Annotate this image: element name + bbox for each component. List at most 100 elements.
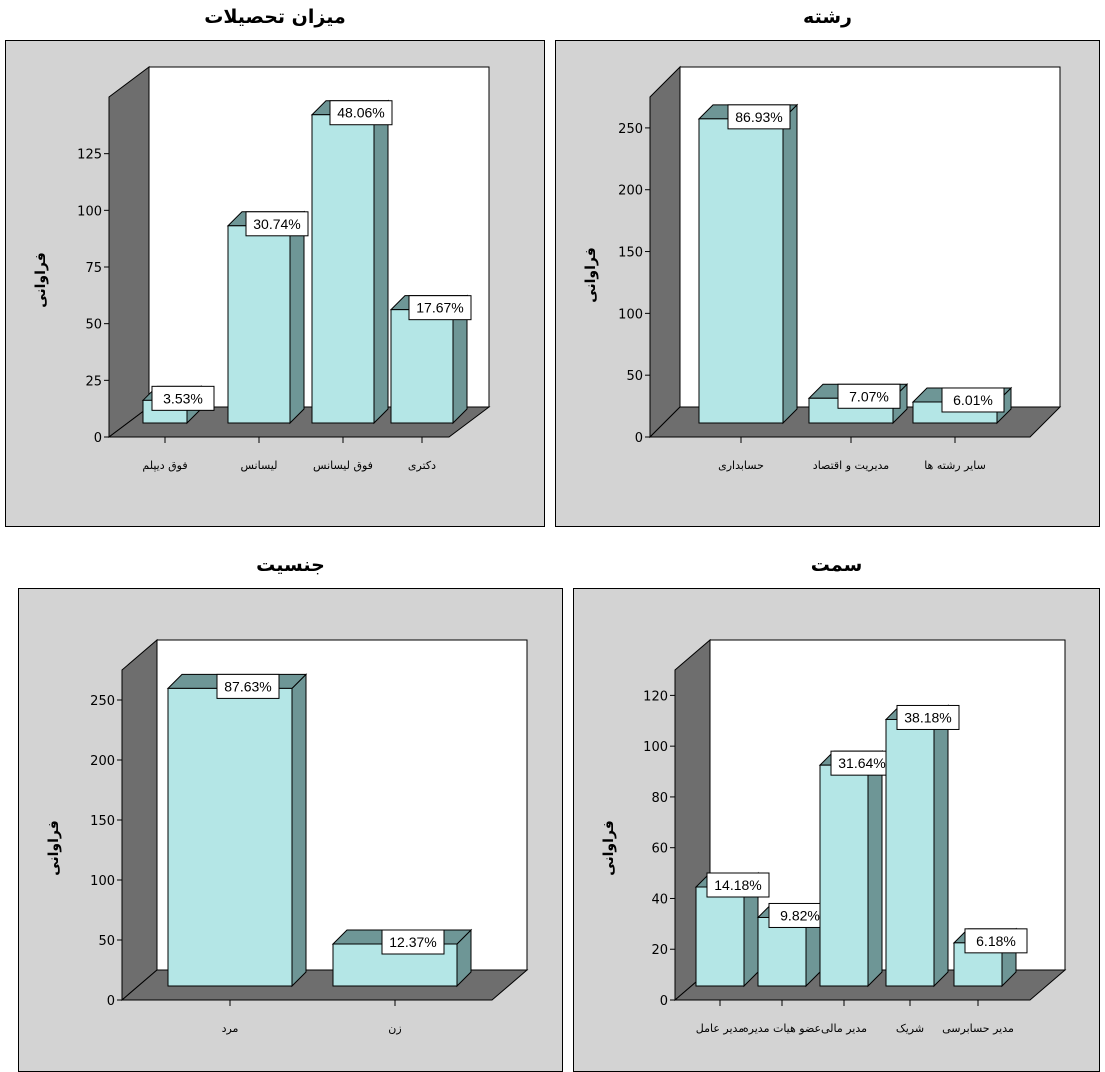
y-tick-label: 120 <box>643 689 668 704</box>
y-tick-label: 50 <box>85 318 102 333</box>
bar <box>167 687 293 987</box>
chart-title: رشته <box>803 6 852 28</box>
x-tick-label: سایر رشته ها <box>924 459 986 472</box>
y-tick-label: 100 <box>77 204 102 219</box>
data-label: 38.18% <box>904 709 951 725</box>
chart-plot: 0 20 40 60 80 100 120 فراوانی 14.18% مدیر عامل 9.8… <box>601 638 1067 1035</box>
y-tick-label: 20 <box>651 943 668 958</box>
data-label: 6.18% <box>976 933 1016 949</box>
y-tick-label: 100 <box>618 307 643 322</box>
bar-side <box>782 103 798 425</box>
y-tick-label: 0 <box>660 994 668 1009</box>
chart-panel-position: سمت 0 20 40 60 80 100 120 فراوانی 14.18% مدیر عام… <box>573 548 1100 1072</box>
bar <box>819 764 869 987</box>
chart-panel-gender: جنسیت 0 50 100 150 200 250 فراوانی 87.63% مرد 12.… <box>18 548 563 1072</box>
bar <box>698 118 784 424</box>
bar-side <box>373 99 389 425</box>
y-tick-label: 60 <box>651 842 668 857</box>
x-tick-label: شریک <box>896 1022 924 1035</box>
y-tick-label: 0 <box>107 994 115 1009</box>
x-tick-label: حسابداری <box>718 459 764 472</box>
y-tick-label: 80 <box>651 791 668 806</box>
data-label-box <box>381 929 445 955</box>
y-tick-label: 250 <box>618 122 643 137</box>
bar <box>695 886 745 987</box>
data-label: 6.01% <box>953 392 993 408</box>
y-tick-label: 250 <box>90 694 115 709</box>
left-wall <box>108 66 150 438</box>
chart-plot: 0 50 100 150 200 250 فراوانی 87.63% مرد 12.37% زن <box>46 638 529 1035</box>
bar-side <box>291 673 307 988</box>
data-label-box <box>941 387 1005 413</box>
y-tick-label: 0 <box>635 431 643 446</box>
data-label: 3.53% <box>163 390 203 406</box>
x-tick-label: مدیر حسابرسی <box>942 1022 1014 1035</box>
x-tick-label: فوق دیپلم <box>142 459 187 472</box>
data-label: 17.67% <box>416 300 463 316</box>
y-tick-label: 100 <box>643 740 668 755</box>
bar <box>311 114 375 424</box>
data-label-box <box>706 872 770 898</box>
data-label: 87.63% <box>224 678 271 694</box>
chart-panel-education: میزان تحصیلات 0 25 50 75 100 125 فراوانی 3.53% ف… <box>5 0 545 527</box>
x-tick-label: دکتری <box>408 459 436 472</box>
bar-side <box>867 749 883 988</box>
x-tick-label: مدیر عامل <box>696 1022 745 1035</box>
chart-title: میزان تحصیلات <box>204 6 346 28</box>
y-axis-label: فراوانی <box>46 820 62 876</box>
x-tick-label: مرد <box>222 1022 239 1035</box>
x-tick-label: فوق لیسانس <box>313 459 373 472</box>
data-label-box <box>329 100 393 126</box>
data-label-box <box>837 383 901 409</box>
y-tick-label: 150 <box>90 814 115 829</box>
data-label: 14.18% <box>714 877 761 893</box>
bar <box>390 309 454 424</box>
y-tick-label: 50 <box>98 934 115 949</box>
x-tick-label: مدیریت و اقتصاد <box>813 459 889 472</box>
data-label: 12.37% <box>389 934 436 950</box>
data-label-box <box>245 211 309 237</box>
data-label: 9.82% <box>780 907 820 923</box>
left-wall <box>121 638 158 1002</box>
y-tick-label: 125 <box>77 148 102 163</box>
y-tick-label: 0 <box>94 431 102 446</box>
y-tick-label: 150 <box>618 246 643 261</box>
y-tick-label: 50 <box>626 369 643 384</box>
x-tick-label: لیسانس <box>241 459 278 472</box>
data-label: 7.07% <box>849 388 889 404</box>
y-tick-label: 40 <box>651 892 668 907</box>
data-label: 31.64% <box>838 755 885 771</box>
y-axis-label: فراوانی <box>33 252 49 308</box>
data-label: 86.93% <box>735 109 782 125</box>
bar-side <box>933 704 949 988</box>
bar <box>227 225 291 424</box>
data-label-box <box>727 104 791 130</box>
bar <box>885 718 935 987</box>
y-tick-label: 200 <box>90 754 115 769</box>
data-label: 48.06% <box>337 105 384 121</box>
bar <box>757 916 807 987</box>
data-label-box <box>216 673 280 699</box>
y-tick-label: 200 <box>618 184 643 199</box>
data-label: 30.74% <box>253 216 300 232</box>
chart-plot: 0 50 100 150 200 250 فراوانی 86.93% حسابداری 7.07… <box>583 65 1062 472</box>
x-tick-label: مدیر مالی <box>821 1022 867 1035</box>
data-label-box <box>151 385 215 411</box>
x-tick-label: زن <box>388 1022 401 1035</box>
data-label-box <box>896 704 960 730</box>
y-axis-label: فراوانی <box>583 247 599 303</box>
data-label-box <box>408 295 472 321</box>
data-label-box <box>830 750 894 776</box>
data-label-box <box>964 928 1028 954</box>
x-tick-label: عضو هیات مدیره <box>743 1022 821 1035</box>
y-tick-label: 100 <box>90 874 115 889</box>
chart-plot: 0 25 50 75 100 125 فراوانی 3.53% فوق دیپلم 30.74%… <box>33 66 491 472</box>
chart-title: سمت <box>810 554 863 576</box>
y-tick-label: 75 <box>85 261 102 276</box>
left-wall <box>649 65 681 439</box>
chart-title: جنسیت <box>256 554 325 576</box>
y-tick-label: 25 <box>85 374 102 389</box>
chart-panel-field: رشته 0 50 100 150 200 250 فراوانی 86.93% حسابدار… <box>555 0 1100 527</box>
bar-side <box>289 210 305 425</box>
y-axis-label: فراوانی <box>601 820 617 876</box>
